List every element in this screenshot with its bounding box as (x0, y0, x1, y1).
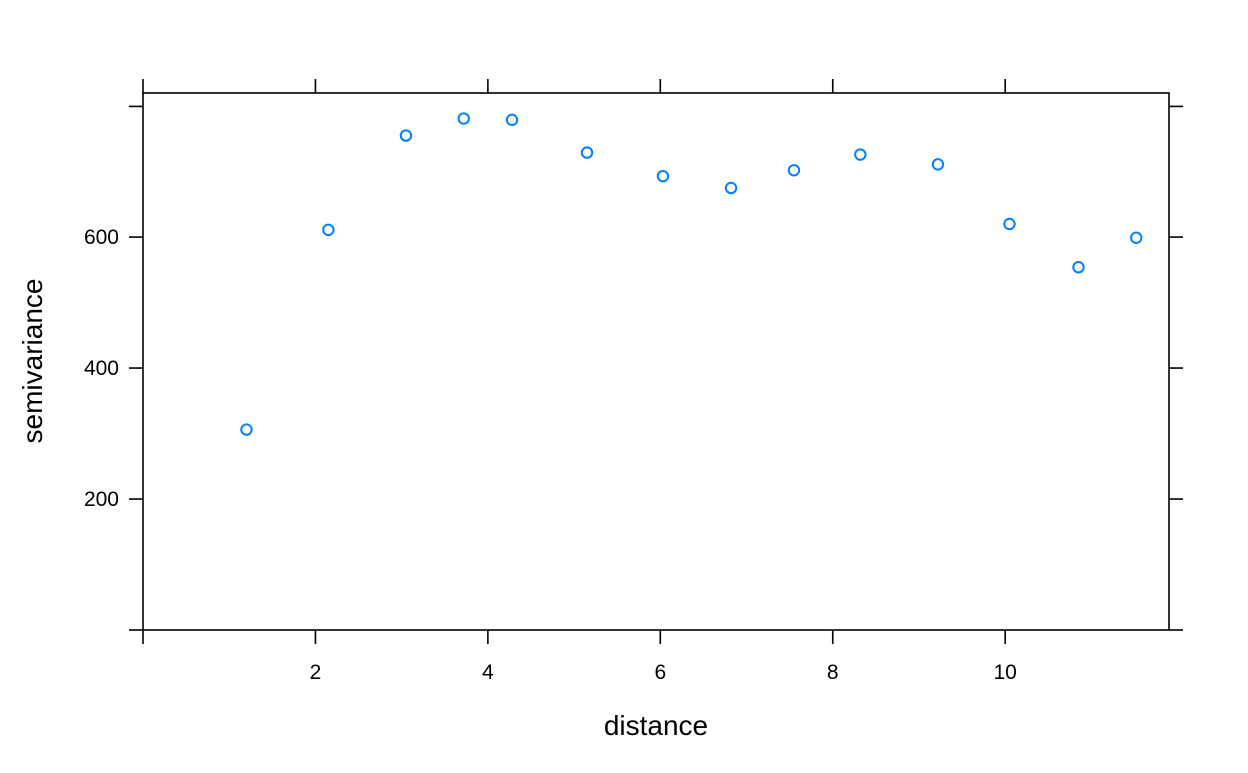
y-axis-ticks: 200 400 600 (84, 105, 1183, 631)
data-point (399, 129, 413, 142)
x-tick-label: 6 (654, 661, 666, 684)
data-point (787, 164, 801, 177)
y-tick-label: 600 (84, 226, 119, 249)
x-tick-label: 10 (994, 661, 1017, 684)
data-point (931, 158, 945, 171)
y-tick-label: 400 (84, 357, 119, 380)
data-point (505, 113, 519, 127)
data-point (854, 148, 867, 161)
data-points (240, 112, 1143, 436)
x-tick-label: 2 (310, 661, 322, 684)
y-tick-label: 200 (84, 488, 119, 511)
x-tick-label: 8 (827, 661, 839, 684)
x-axis-ticks: 2 4 6 8 10 (142, 79, 1017, 684)
y-axis-title: semivariance (17, 279, 48, 444)
plot-frame (142, 92, 1170, 631)
x-axis-title: distance (604, 710, 708, 741)
data-point (656, 169, 670, 183)
data-point (1072, 260, 1085, 274)
data-point (322, 223, 335, 237)
data-point (1130, 231, 1143, 244)
data-point (580, 146, 594, 159)
data-point (1003, 217, 1016, 231)
data-point (240, 423, 253, 436)
data-point (457, 112, 470, 125)
x-tick-label: 4 (482, 661, 494, 684)
data-point (724, 181, 738, 195)
